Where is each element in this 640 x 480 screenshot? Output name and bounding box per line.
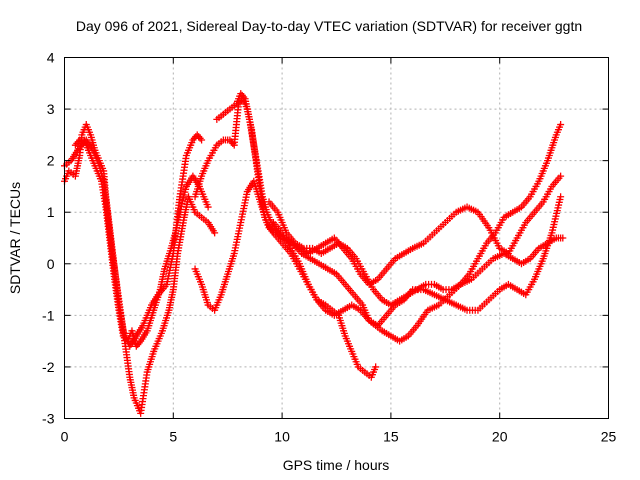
data-markers [61, 90, 567, 417]
chart-title: Day 096 of 2021, Sidereal Day-to-day VTE… [76, 18, 582, 34]
series-track-6 [191, 177, 380, 381]
x-tick-label: 20 [492, 429, 508, 445]
y-tick-label: 1 [47, 204, 55, 220]
y-tick-label: -2 [42, 359, 55, 375]
series-track-3 [71, 136, 212, 350]
x-tick-label: 5 [169, 429, 177, 445]
data-point-marker [557, 193, 565, 201]
y-tick-label: 4 [47, 50, 55, 66]
y-tick-label: 0 [47, 256, 55, 272]
x-tick-label: 10 [274, 429, 290, 445]
data-point-marker [204, 203, 212, 211]
data-point-marker [557, 121, 565, 129]
x-tick-label: 0 [61, 429, 69, 445]
data-point-marker [372, 363, 380, 371]
x-axis-label: GPS time / hours [283, 457, 390, 473]
axis-ticks [64, 57, 609, 419]
data-point-marker [198, 136, 206, 144]
plot-frame [64, 57, 609, 419]
y-tick-label: 3 [47, 101, 55, 117]
series-track-2 [61, 121, 206, 350]
x-tick-label: 15 [383, 429, 399, 445]
x-tick-label: 25 [601, 429, 617, 445]
y-tick-label: -3 [42, 411, 55, 427]
y-tick-label: 2 [47, 153, 55, 169]
data-point-marker [559, 234, 567, 242]
data-point-marker [211, 229, 219, 237]
data-point-marker [557, 172, 565, 180]
tick-labels: 0 5 10 15 20 25 -3 -2 -1 0 1 2 3 4 [42, 50, 616, 445]
y-tick-label: -1 [42, 307, 55, 323]
y-axis-label: SDTVAR / TECUs [7, 182, 23, 294]
series-track-8 [265, 121, 565, 309]
